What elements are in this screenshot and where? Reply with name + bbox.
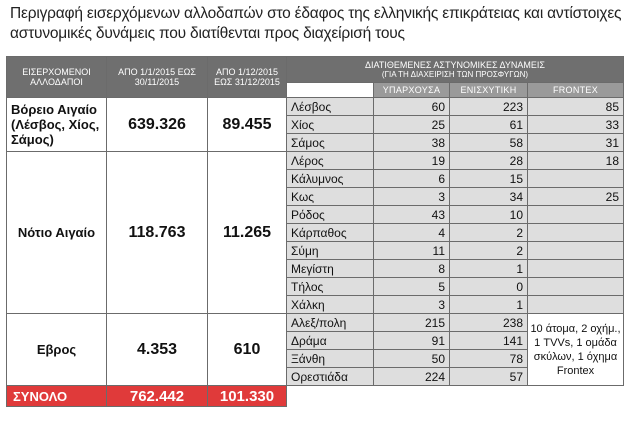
frontex-value: [527, 277, 624, 296]
reinforcement-value: 1: [449, 295, 528, 314]
header-police-forces-title: ΔΙΑΤΙΘΕΜΕΝΕΣ ΑΣΤΥΝΟΜΙΚΕΣ ΔΥΝΑΜΕΙΣ: [365, 59, 545, 70]
place-name: Κάρπαθος: [286, 223, 374, 242]
region-period-1: 4.353: [106, 313, 208, 386]
table-row: Βόρειο Αιγαίο (Λέσβος, Χίος, Σάμος) 639.…: [6, 97, 624, 152]
place-name: Χίος: [286, 115, 374, 134]
reinforcement-value: 223: [449, 97, 528, 116]
existing-value: 38: [373, 133, 450, 152]
place-name: Λέσβος: [286, 97, 374, 116]
data-table: ΕΙΣΕΡΧΟΜΕΝΟΙ ΑΛΛΟΔΑΠΟΙ ΑΠΟ 1/1/2015 ΕΩΣ …: [6, 56, 624, 407]
existing-value: 8: [373, 259, 450, 278]
place-name: Τήλος: [286, 277, 374, 296]
place-name: Μεγίστη: [286, 259, 374, 278]
reinforcement-value: 10: [449, 205, 528, 224]
existing-value: 4: [373, 223, 450, 242]
reinforcement-value: 238: [449, 313, 528, 332]
table-row: Σύμη 11 2: [7, 241, 624, 260]
reinforcement-value: 0: [449, 277, 528, 296]
frontex-value: 31: [527, 133, 624, 152]
existing-value: 43: [373, 205, 450, 224]
existing-value: 11: [373, 241, 450, 260]
reinforcement-value: 2: [449, 241, 528, 260]
place-name: Αλεξ/πολη: [286, 313, 374, 332]
existing-value: 215: [373, 313, 450, 332]
existing-value: 3: [373, 187, 450, 206]
region-name: Εβρος: [6, 313, 107, 386]
table-row: Νότιο Αιγαίο 118.763 11.265 Λέρος 19 28 …: [6, 151, 624, 314]
reinforcement-value: 58: [449, 133, 528, 152]
existing-value: 6: [373, 169, 450, 188]
total-label: ΣΥΝΟΛΟ: [6, 385, 107, 407]
existing-value: 19: [373, 151, 450, 170]
region-period-2: 11.265: [207, 151, 287, 314]
header-police-forces: ΔΙΑΤΙΘΕΜΕΝΕΣ ΑΣΤΥΝΟΜΙΚΕΣ ΔΥΝΑΜΕΙΣ (ΓΙΑ Τ…: [286, 56, 624, 83]
place-name: Ορεστιάδα: [286, 367, 374, 386]
place-name: Σάμος: [286, 133, 374, 152]
header-frontex: FRONTEX: [527, 82, 624, 98]
table-row: Ορεστιάδα 224 57: [7, 367, 624, 386]
frontex-value: 33: [527, 115, 624, 134]
existing-value: 25: [373, 115, 450, 134]
existing-value: 60: [373, 97, 450, 116]
reinforcement-value: 34: [449, 187, 528, 206]
place-name: Κάλυμνος: [286, 169, 374, 188]
place-name: Δράμα: [286, 331, 374, 350]
total-period-1: 762.442: [106, 385, 208, 407]
frontex-value: [527, 259, 624, 278]
reinforcement-value: 57: [449, 367, 528, 386]
header-existing: ΥΠΑΡΧΟΥΣΑ: [373, 82, 450, 98]
region-name: Νότιο Αιγαίο: [6, 151, 107, 314]
frontex-value: [527, 169, 624, 188]
header-period-2: ΑΠΟ 1/12/2015 ΕΩΣ 31/12/2015: [207, 56, 287, 98]
reinforcement-value: 15: [449, 169, 528, 188]
place-name: Λέρος: [286, 151, 374, 170]
region-period-1: 118.763: [106, 151, 208, 314]
header-period-1: ΑΠΟ 1/1/2015 ΕΩΣ 30/11/2015: [106, 56, 208, 98]
place-name: Σύμη: [286, 241, 374, 260]
existing-value: 224: [373, 367, 450, 386]
header-police-forces-subtitle: (ΓΙΑ ΤΗ ΔΙΑΧΕΙΡΙΣΗ ΤΩΝ ΠΡΟΣΦΥΓΩΝ): [381, 69, 529, 79]
frontex-note: 10 άτομα, 2 οχήμ., 1 TVVs, 1 ομάδα σκύλω…: [527, 313, 624, 386]
region-period-2: 610: [207, 313, 287, 386]
frontex-value: [527, 295, 624, 314]
region-period-1: 639.326: [106, 97, 208, 152]
frontex-value: 85: [527, 97, 624, 116]
frontex-value: [527, 205, 624, 224]
reinforcement-value: 61: [449, 115, 528, 134]
place-name: Χάλκη: [286, 295, 374, 314]
reinforcement-value: 28: [449, 151, 528, 170]
place-name: Ξάνθη: [286, 349, 374, 368]
page-title: Περιγραφή εισερχόμενων αλλοδαπών στο έδα…: [10, 5, 622, 42]
table-row: Ρόδος 43 10: [7, 205, 624, 224]
reinforcement-value: 78: [449, 349, 528, 368]
region-name: Βόρειο Αιγαίο (Λέσβος, Χίος, Σάμος): [6, 97, 107, 152]
total-row: ΣΥΝΟΛΟ 762.442 101.330: [6, 385, 624, 407]
existing-value: 5: [373, 277, 450, 296]
reinforcement-value: 1: [449, 259, 528, 278]
table-row: Ξάνθη 50 78: [7, 349, 624, 368]
total-period-2: 101.330: [207, 385, 287, 407]
frontex-value: [527, 223, 624, 242]
frontex-value: [527, 241, 624, 260]
place-name: Ρόδος: [286, 205, 374, 224]
frontex-value: 18: [527, 151, 624, 170]
reinforcement-value: 2: [449, 223, 528, 242]
table-row: Κάλυμνος 6 15: [7, 169, 624, 188]
existing-value: 50: [373, 349, 450, 368]
existing-value: 3: [373, 295, 450, 314]
table-row: Κως 3 34 25: [7, 187, 624, 206]
table-row: Εβρος 4.353 610 Αλεξ/πολη 215 238 10 άτο…: [6, 313, 624, 386]
region-period-2: 89.455: [207, 97, 287, 152]
header-incoming-foreigners: ΕΙΣΕΡΧΟΜΕΝΟΙ ΑΛΛΟΔΑΠΟΙ: [6, 56, 107, 98]
reinforcement-value: 141: [449, 331, 528, 350]
existing-value: 91: [373, 331, 450, 350]
header-reinforcement: ΕΝΙΣΧΥΤΙΚΗ: [449, 82, 528, 98]
table-row: Χίος 25 61 33: [7, 115, 624, 134]
frontex-value: 25: [527, 187, 624, 206]
place-name: Κως: [286, 187, 374, 206]
